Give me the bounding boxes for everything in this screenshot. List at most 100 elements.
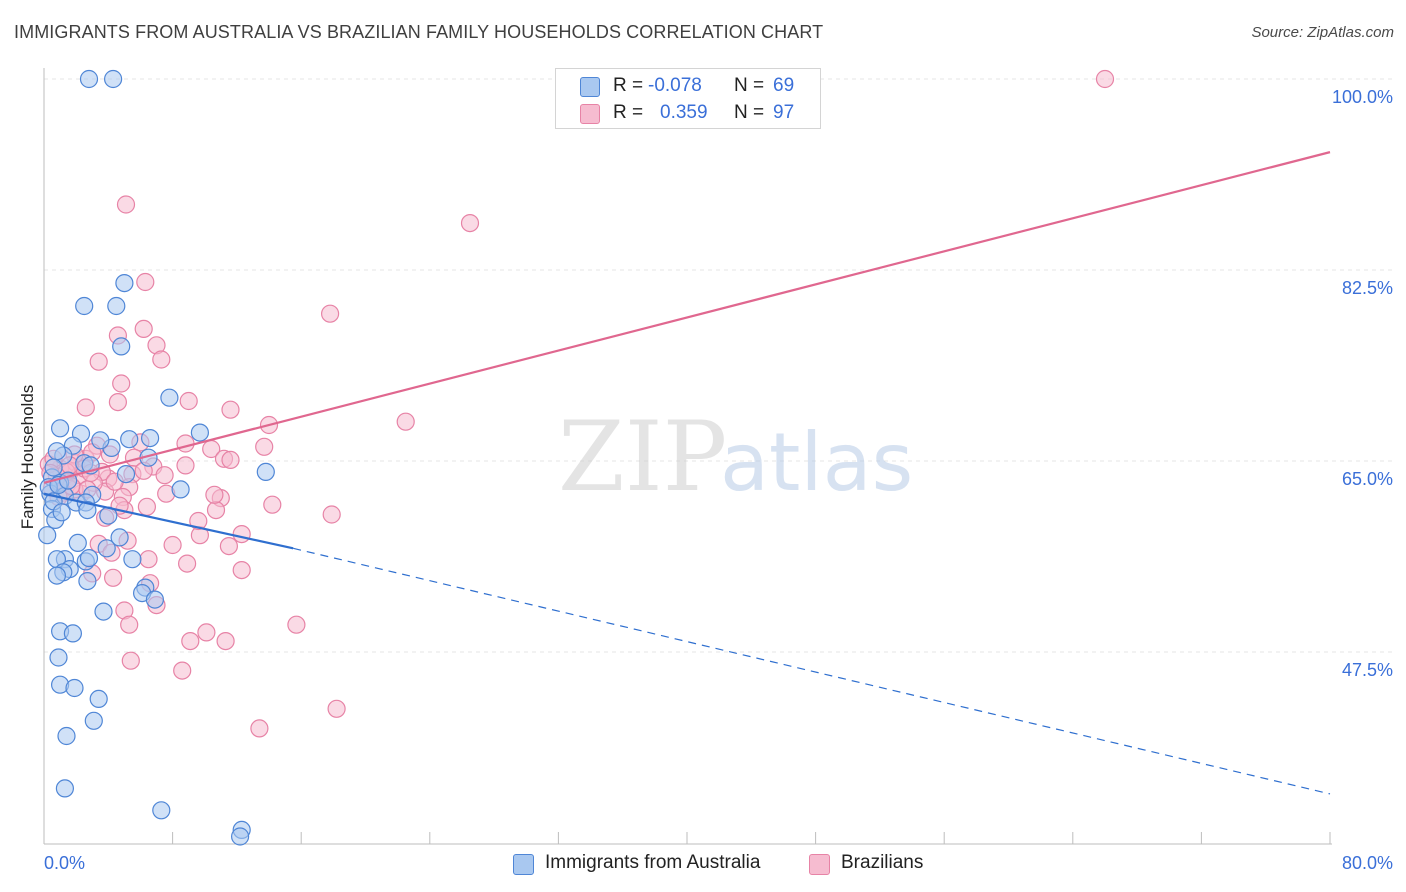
y-axis-label: Family Households — [18, 384, 37, 530]
data-point — [155, 466, 174, 485]
data-point — [136, 272, 155, 292]
data-point — [190, 423, 209, 442]
data-point — [79, 548, 99, 568]
data-point — [141, 429, 160, 448]
data-point — [206, 501, 226, 520]
data-point — [116, 465, 136, 484]
data-point — [255, 437, 274, 456]
legend-swatch-blue — [513, 854, 534, 875]
data-point — [103, 568, 123, 587]
data-point — [107, 296, 126, 316]
data-point — [181, 631, 200, 651]
data-point — [179, 391, 198, 411]
data-point — [178, 554, 197, 573]
data-point — [47, 566, 67, 585]
data-point — [52, 503, 71, 522]
data-point — [116, 195, 136, 214]
data-point — [49, 648, 68, 667]
data-point — [216, 631, 235, 651]
legend-n-value: 97 — [773, 102, 795, 123]
data-point — [263, 495, 282, 514]
legend-n-value: 69 — [773, 75, 795, 96]
y-tick-label: 82.5% — [1342, 278, 1393, 298]
data-point — [139, 550, 158, 569]
data-point — [197, 623, 216, 642]
series-immigrants-from-australia — [38, 69, 275, 846]
x-tick-label-min: 0.0% — [44, 853, 85, 873]
axes — [43, 68, 1332, 845]
data-point — [163, 535, 182, 555]
data-point — [171, 480, 190, 499]
data-point — [50, 419, 70, 438]
data-point — [65, 678, 84, 698]
data-point — [76, 398, 95, 417]
data-point — [78, 571, 97, 591]
data-point — [68, 533, 87, 553]
data-point — [38, 526, 57, 545]
data-point — [79, 69, 99, 89]
data-point — [103, 69, 123, 89]
data-point — [232, 560, 251, 580]
watermark-zip: ZIP — [558, 401, 727, 513]
data-point — [108, 393, 128, 412]
data-point — [460, 214, 480, 233]
data-point — [219, 536, 238, 556]
legend-n-label: N = — [734, 75, 765, 96]
data-point — [91, 431, 110, 450]
data-point — [84, 711, 103, 730]
data-point — [232, 524, 251, 544]
legend-swatch-blue — [580, 77, 600, 97]
data-point — [123, 550, 142, 569]
data-point — [97, 539, 116, 558]
data-point — [63, 624, 83, 643]
data-point — [47, 442, 67, 461]
trend-line-australia — [43, 492, 294, 550]
data-point — [94, 602, 113, 621]
x-tick-label-max: 80.0% — [1342, 853, 1393, 873]
data-point — [221, 400, 240, 419]
legend-r-value: 0.359 — [660, 102, 708, 123]
data-point — [152, 350, 171, 369]
data-point — [145, 590, 164, 609]
data-point — [221, 450, 240, 469]
watermark: ZIP atlas — [558, 401, 913, 513]
data-point — [231, 827, 250, 846]
data-point — [120, 615, 139, 634]
y-tick-label: 65.0% — [1342, 469, 1393, 489]
data-point — [287, 615, 306, 634]
tick-labels: 100.0% 82.5% 65.0% 47.5% 0.0% 80.0% — [44, 87, 1393, 873]
data-point — [112, 374, 131, 393]
data-point — [250, 719, 269, 738]
data-point — [89, 352, 108, 371]
data-point — [176, 434, 195, 453]
data-point — [396, 412, 415, 431]
legend-n-label: N = — [734, 102, 765, 123]
data-point — [112, 337, 131, 356]
data-point — [176, 456, 195, 475]
legend-r-label: R = — [613, 75, 644, 96]
data-point — [55, 779, 75, 798]
trend-line-brazilians — [43, 151, 1331, 484]
data-point — [137, 497, 156, 516]
data-point — [1095, 69, 1115, 89]
source-label: Source: ZipAtlas.com — [1251, 24, 1394, 41]
data-point — [321, 304, 340, 323]
data-point — [121, 651, 140, 670]
data-point — [44, 458, 63, 477]
trend-lines — [43, 151, 1331, 795]
legend-label: Immigrants from Australia — [545, 852, 761, 873]
data-point — [134, 319, 153, 338]
legend-swatch-pink — [809, 854, 830, 875]
data-point — [57, 726, 76, 746]
data-point — [205, 485, 224, 504]
data-point — [152, 801, 171, 820]
data-point — [115, 274, 134, 293]
stats-legend: R = -0.078 N = 69 R = 0.359 N = 97 — [555, 68, 821, 129]
data-point — [189, 511, 208, 531]
data-point — [120, 430, 139, 449]
y-tick-label: 47.5% — [1342, 660, 1393, 680]
legend-label: Brazilians — [841, 852, 924, 873]
data-point — [110, 528, 129, 547]
chart-title: IMMIGRANTS FROM AUSTRALIA VS BRAZILIAN F… — [14, 22, 824, 42]
